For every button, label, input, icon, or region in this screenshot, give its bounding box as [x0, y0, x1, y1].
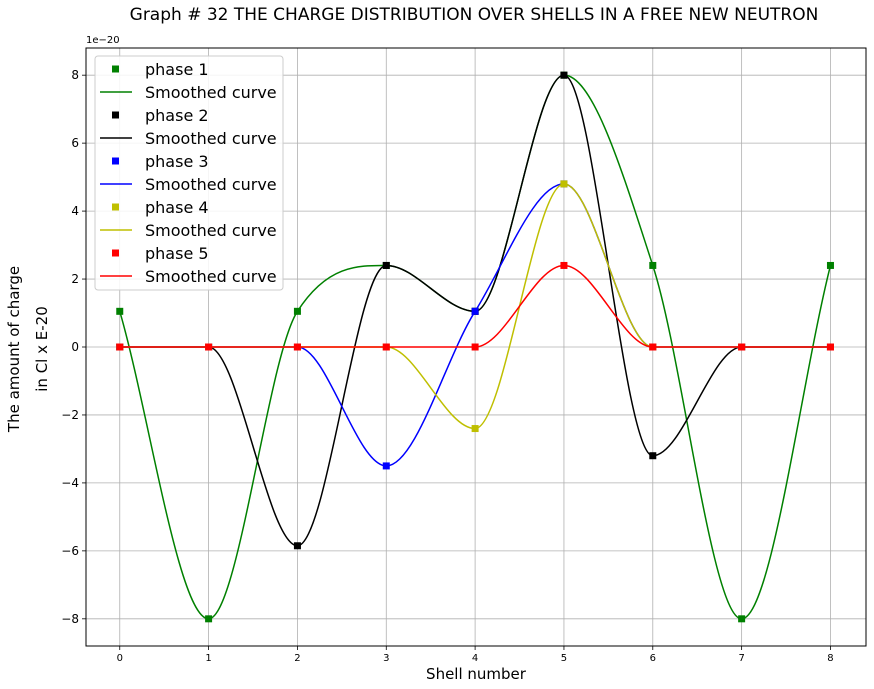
y-tick-label: −8: [61, 612, 79, 626]
chart-title: Graph # 32 THE CHARGE DISTRIBUTION OVER …: [129, 5, 819, 25]
y-tick-label: 8: [71, 68, 79, 82]
data-point: [649, 452, 657, 460]
y-axis-label: in Cl x E-20: [33, 306, 51, 391]
data-point: [649, 261, 657, 269]
y-tick-label: 4: [71, 204, 79, 218]
data-point: [382, 462, 390, 470]
data-point: [738, 615, 746, 623]
data-point: [293, 307, 301, 315]
legend-label: Smoothed curve: [145, 175, 277, 194]
y-tick-label: 6: [71, 136, 79, 150]
legend-marker: [112, 65, 119, 73]
legend-label: phase 1: [145, 60, 209, 79]
data-point: [560, 180, 568, 188]
legend-marker: [112, 111, 119, 119]
legend-marker: [112, 249, 119, 257]
x-axis-label: Shell number: [426, 665, 527, 683]
legend-label: phase 5: [145, 244, 209, 263]
legend-label: phase 3: [145, 152, 209, 171]
data-point: [649, 343, 657, 351]
data-point: [382, 261, 390, 269]
data-point: [116, 343, 124, 351]
data-point: [382, 343, 390, 351]
legend-marker: [112, 203, 119, 211]
data-point: [205, 615, 213, 623]
y-offset-text: 1e−20: [86, 35, 120, 46]
legend-box: [94, 55, 284, 291]
x-tick-label: 8: [827, 653, 833, 664]
data-point: [205, 343, 213, 351]
x-tick-label: 7: [738, 653, 744, 664]
y-tick-label: 2: [71, 272, 79, 286]
series-phase-5: [116, 261, 834, 351]
data-point: [826, 261, 834, 269]
smoothed-curve-line: [119, 264, 831, 348]
legend-label: Smoothed curve: [145, 83, 277, 102]
legend-label: phase 2: [145, 106, 209, 125]
data-point: [560, 261, 568, 269]
data-point: [116, 307, 124, 315]
legend-label: Smoothed curve: [145, 267, 277, 286]
data-point: [826, 343, 834, 351]
y-tick-label: −2: [61, 408, 79, 422]
legend: phase 1 Smoothed curve phase 2 Smoothed cur…: [94, 55, 284, 291]
data-point: [471, 307, 479, 315]
data-point: [293, 542, 301, 550]
smoothed-curve-line: [119, 74, 831, 547]
y-tick-label: −6: [61, 544, 79, 558]
data-point: [293, 343, 301, 351]
x-tick-label: 3: [383, 653, 389, 664]
data-point: [471, 343, 479, 351]
x-tick-label: 5: [561, 653, 567, 664]
x-tick-label: 4: [472, 653, 478, 664]
x-tick-label: 1: [205, 653, 211, 664]
y-tick-label: −4: [61, 476, 79, 490]
x-tick-label: 0: [117, 653, 123, 664]
y-tick-label: 0: [71, 340, 79, 354]
legend-label: Smoothed curve: [145, 221, 277, 240]
legend-marker: [112, 157, 119, 165]
y-axis-label: The amount of charge: [5, 266, 23, 433]
data-point: [738, 343, 746, 351]
x-tick-label: 2: [294, 653, 300, 664]
data-point: [560, 71, 568, 79]
x-tick-label: 6: [650, 653, 656, 664]
legend-label: Smoothed curve: [145, 129, 277, 148]
data-point: [471, 425, 479, 433]
legend-label: phase 4: [145, 198, 209, 217]
